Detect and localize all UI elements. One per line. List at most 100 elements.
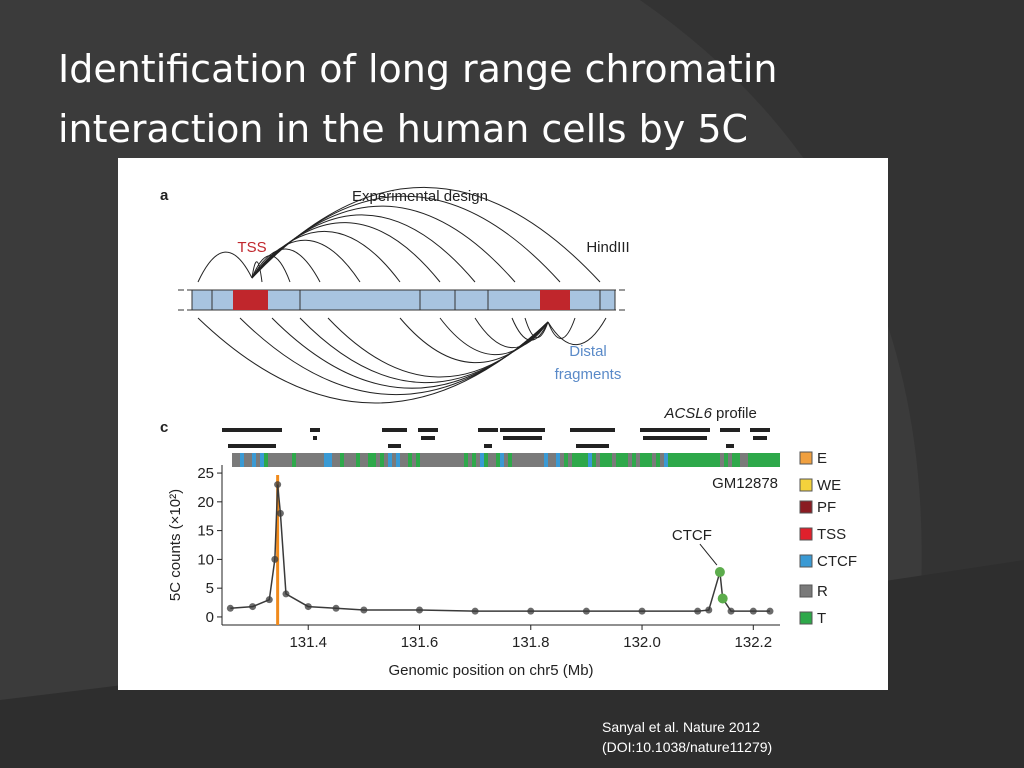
state [552,453,556,467]
state [672,453,676,467]
state [684,453,688,467]
gene [418,428,438,432]
point [749,607,757,615]
state [676,453,680,467]
point [638,607,646,615]
point [282,590,290,598]
legend-swatch [799,478,813,492]
state [768,453,772,467]
state [364,453,368,467]
arc [439,317,549,356]
x-tick-label: 131.6 [401,634,439,651]
point [304,603,312,611]
gene [750,428,770,432]
state [512,453,516,467]
state [536,453,540,467]
state [616,453,620,467]
point [717,593,728,604]
state [468,453,472,467]
gene [382,428,407,432]
state [488,453,492,467]
state [664,453,668,467]
state [340,453,344,467]
state [244,453,248,467]
point [226,604,234,612]
legend-swatch [799,500,813,514]
state [776,453,780,467]
point [766,607,774,615]
distal-label: fragments [555,366,622,383]
state [764,453,768,467]
state [324,453,328,467]
y-tick-label: 5 [206,580,214,597]
state [400,453,404,467]
state [256,453,260,467]
state [368,453,372,467]
state [308,453,312,467]
state [272,453,276,467]
state [596,453,600,467]
point [360,606,368,614]
state [456,453,460,467]
series-line [230,484,770,612]
arc [251,248,321,283]
state [640,453,644,467]
state [696,453,700,467]
state [328,453,332,467]
point [527,607,535,615]
state [320,453,324,467]
state [504,453,508,467]
state [732,453,736,467]
state [360,453,364,467]
citation: Sanyal et al. Nature 2012 [602,719,760,735]
state [748,453,752,467]
gene [478,428,498,432]
state [724,453,728,467]
state [356,453,360,467]
arc [251,261,263,283]
state [480,453,484,467]
state [708,453,712,467]
state [728,453,732,467]
state [628,453,632,467]
legend-swatch [799,584,813,598]
state [288,453,292,467]
gene [313,436,317,440]
point [471,607,479,615]
state [556,453,560,467]
state [304,453,308,467]
legend-label: WE [817,477,841,494]
x-tick-label: 132.2 [735,634,773,651]
state [576,453,580,467]
state [660,453,664,467]
state [348,453,352,467]
gene [576,444,609,448]
gene [643,436,707,440]
state [760,453,764,467]
x-axis-label: Genomic position on chr5 (Mb) [388,662,593,679]
state [388,453,392,467]
legend-swatch [799,527,813,541]
point [274,481,282,489]
gene [640,428,710,432]
point [694,607,702,615]
state [756,453,760,467]
fragment-bar [191,289,616,311]
state-track [232,453,780,467]
state [396,453,400,467]
gene [726,444,734,448]
state [436,453,440,467]
state [584,453,588,467]
legend-swatch [799,554,813,568]
state [500,453,504,467]
arc [197,251,253,283]
state [240,453,244,467]
state [264,453,268,467]
state [692,453,696,467]
state [292,453,296,467]
gene [388,444,401,448]
arc [524,317,549,339]
panel-title: Experimental design [352,188,488,205]
point [249,603,257,611]
state [520,453,524,467]
